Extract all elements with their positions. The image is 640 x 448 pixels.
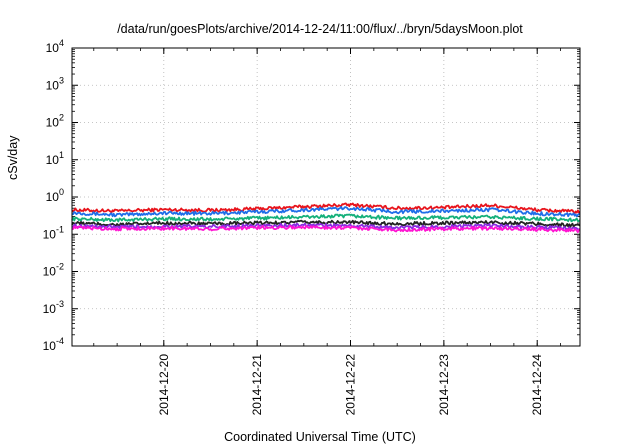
x-tick-label: 2014-12-21 [250, 354, 264, 416]
y-tick-label: 103 [46, 75, 64, 92]
x-tick-label: 2014-12-23 [437, 354, 451, 416]
series-line-2 [71, 205, 581, 218]
y-tick-label: 102 [46, 113, 64, 130]
x-axis-label: Coordinated Universal Time (UTC) [224, 430, 416, 444]
x-tick-label: 2014-12-24 [530, 354, 544, 416]
y-tick-label: 101 [46, 150, 64, 167]
y-tick-label: 104 [46, 38, 64, 55]
y-tick-label: 10-2 [43, 262, 64, 279]
plot-frame [71, 47, 581, 347]
series-line-3 [71, 213, 581, 223]
y-tick-label: 100 [46, 187, 64, 204]
y-tick-label: 10-1 [43, 224, 64, 241]
y-tick-label: 10-3 [43, 299, 64, 316]
series-line-4 [71, 219, 581, 228]
y-axis-label: cSv/day [6, 135, 20, 180]
y-tick-label: 10-4 [43, 336, 64, 353]
x-tick-label: 2014-12-20 [157, 354, 171, 416]
chart-title: /data/run/goesPlots/archive/2014-12-24/1… [117, 22, 523, 36]
series-line-6 [71, 224, 581, 234]
x-tick-label: 2014-12-22 [344, 354, 358, 416]
series-line-1 [71, 202, 581, 215]
